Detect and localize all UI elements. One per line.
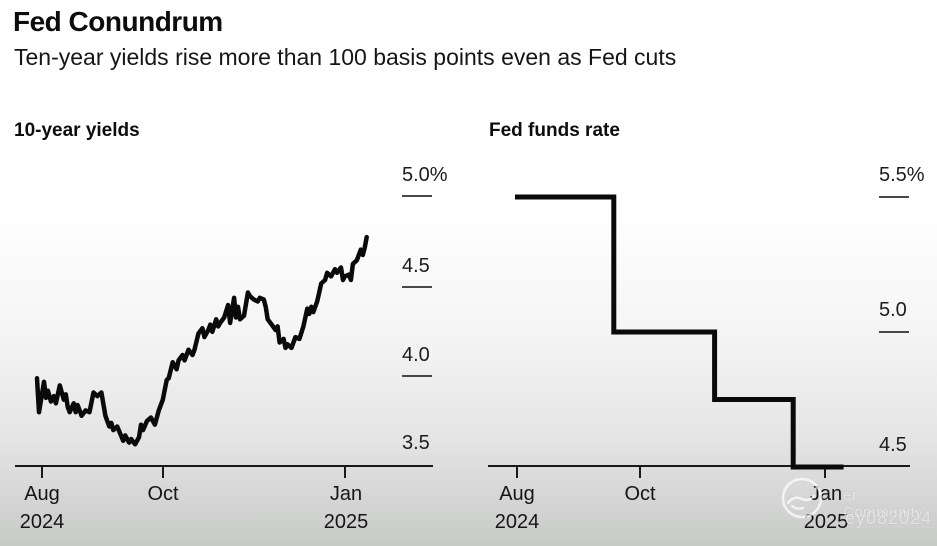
y-tick-line: [402, 286, 432, 288]
x-tick-mark: [41, 466, 43, 478]
x-tick-mark: [344, 466, 346, 478]
page-subtitle: Ten-year yields rise more than 100 basis…: [14, 44, 677, 70]
x-axis-label: Jan 2025: [803, 483, 849, 533]
x-axis-label: Oct: [624, 483, 656, 505]
y-axis-label: 5.0: [879, 299, 907, 321]
y-axis-label: 3.5: [402, 432, 430, 454]
x-axis-line: [488, 465, 910, 467]
y-tick-line: [879, 196, 909, 198]
x-tick-mark: [824, 466, 826, 478]
y-tick-line: [402, 195, 432, 197]
x-axis-line: [15, 465, 433, 467]
fed-funds-rate-step-line: [515, 194, 844, 470]
x-axis-label: Aug 2024: [19, 483, 65, 533]
ten-year-yields-line: [34, 234, 369, 447]
chart-title-10-year-yields: 10-year yields: [14, 120, 140, 141]
y-axis-label: 5.0%: [402, 164, 448, 186]
page-title: Fed Conundrum: [13, 6, 223, 37]
y-tick-line: [879, 331, 909, 333]
y-axis-label: 4.0: [402, 344, 430, 366]
x-tick-mark: [516, 466, 518, 478]
y-axis-label: 4.5: [879, 434, 907, 456]
x-tick-mark: [162, 466, 164, 478]
y-axis-label: 4.5: [402, 255, 430, 277]
y-axis-label: 5.5%: [879, 164, 925, 186]
chart-title-fed-funds-rate: Fed funds rate: [489, 120, 620, 141]
y-tick-line: [402, 375, 432, 377]
x-axis-label: Oct: [147, 483, 179, 505]
x-axis-label: Jan 2025: [323, 483, 369, 533]
x-axis-label: Aug 2024: [494, 483, 540, 533]
x-tick-mark: [639, 466, 641, 478]
